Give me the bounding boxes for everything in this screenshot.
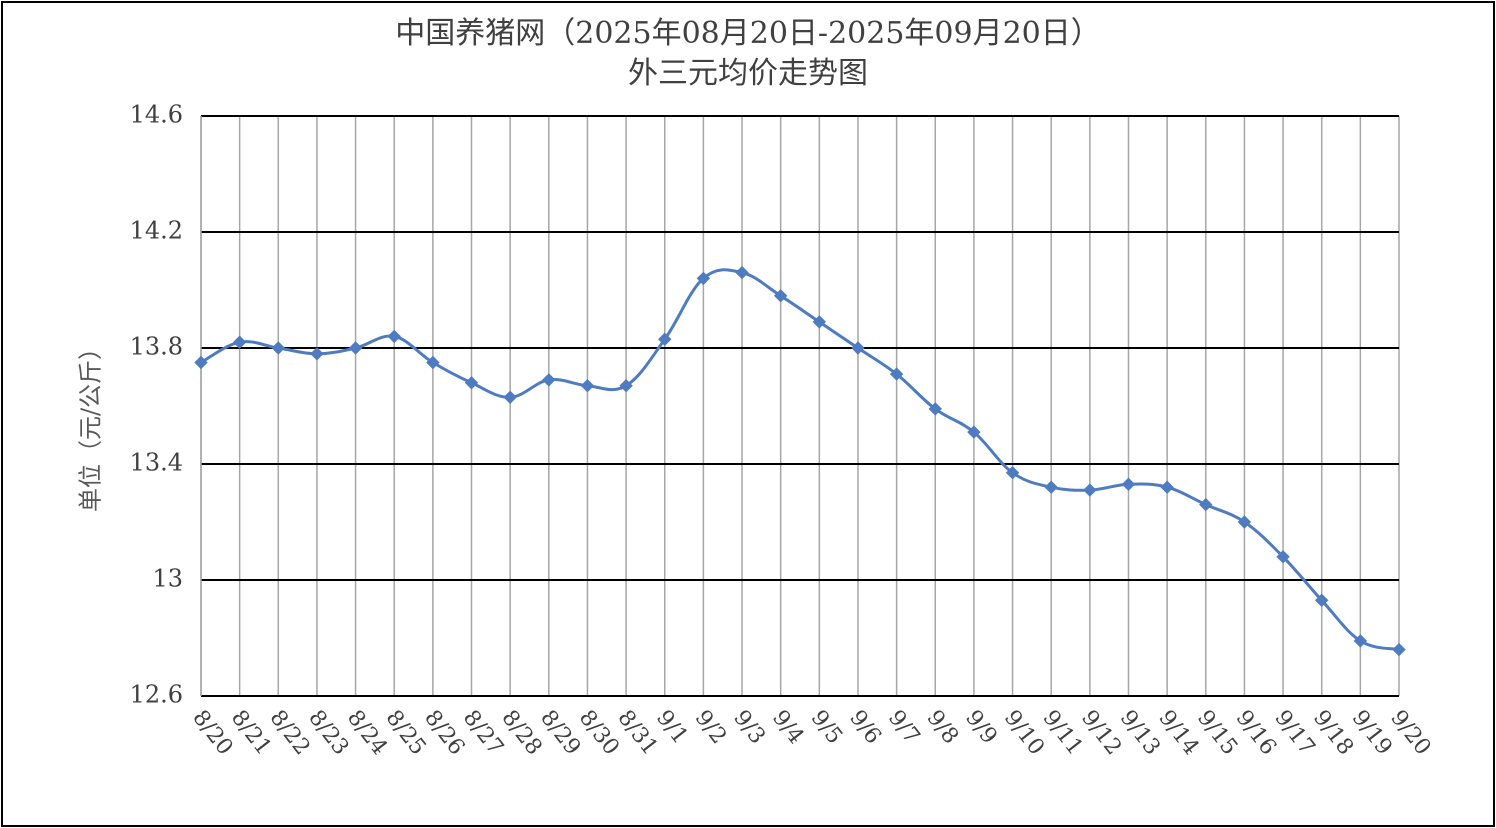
data-point-marker <box>1005 465 1020 480</box>
data-point-marker <box>1121 477 1136 492</box>
y-tick-label: 13.4 <box>130 449 183 477</box>
x-tick-label: 9/8 <box>922 706 963 749</box>
x-tick-label: 8/23 <box>303 706 353 760</box>
x-tick-label: 9/15 <box>1192 706 1242 760</box>
data-point-marker <box>580 378 595 393</box>
x-tick-label: 8/26 <box>419 706 469 760</box>
series-line <box>200 268 1400 652</box>
data-point-marker <box>1044 480 1058 494</box>
data-point-marker <box>1083 483 1097 497</box>
x-tick-label: 9/2 <box>690 706 731 749</box>
data-point-marker <box>194 355 208 370</box>
data-point-marker <box>271 341 285 355</box>
x-tick-label: 8/30 <box>574 706 624 760</box>
y-tick-label: 14.2 <box>130 217 183 245</box>
data-point-marker <box>1315 593 1329 608</box>
x-tick-label: 9/4 <box>767 706 808 749</box>
x-tick-label: 8/31 <box>612 706 662 760</box>
data-point-marker <box>773 289 788 303</box>
x-tick-label: 9/18 <box>1308 706 1358 760</box>
x-axis-ticks: 8/208/218/228/238/248/258/268/278/288/29… <box>187 706 1435 760</box>
data-point-marker <box>1353 634 1368 648</box>
data-point-marker <box>464 376 479 390</box>
data-point-marker <box>1237 515 1252 529</box>
x-tick-label: 9/20 <box>1385 706 1435 760</box>
series <box>194 265 1406 657</box>
data-point-marker <box>967 425 981 439</box>
y-tick-label: 14.6 <box>130 101 183 129</box>
y-axis-ticks: 12.6 13 13.4 13.8 14.2 14.6 <box>130 101 183 709</box>
y-axis-label: 单位（元/公斤） <box>77 336 105 512</box>
data-point-marker <box>310 347 324 361</box>
data-point-marker <box>735 265 749 280</box>
data-point-marker <box>426 355 440 370</box>
data-point-marker <box>889 367 904 381</box>
x-tick-label: 9/17 <box>1269 706 1319 760</box>
chart-subtitle: 外三元均价走势图 <box>628 56 868 91</box>
data-point-marker <box>503 390 517 405</box>
data-point-marker <box>387 329 401 344</box>
x-tick-label: 8/24 <box>342 706 392 760</box>
x-tick-label: 9/5 <box>806 706 847 749</box>
x-tick-label: 9/10 <box>999 706 1049 760</box>
data-point-marker <box>619 378 633 393</box>
chart-title-block: 中国养猪网（2025年08月20日-2025年09月20日） 外三元均价走势图 <box>0 14 1496 94</box>
x-tick-label: 8/29 <box>535 706 585 760</box>
data-point-marker <box>1276 550 1290 564</box>
data-point-marker <box>812 315 827 329</box>
x-tick-label: 9/13 <box>1115 706 1165 760</box>
x-tick-label: 8/21 <box>226 706 276 760</box>
data-point-marker <box>658 332 672 347</box>
data-point-marker <box>1199 497 1213 512</box>
x-tick-label: 9/11 <box>1037 706 1087 760</box>
grid <box>200 115 1400 697</box>
x-tick-label: 8/22 <box>265 706 315 760</box>
data-point-marker <box>232 335 247 349</box>
x-tick-label: 9/7 <box>883 706 924 749</box>
x-tick-label: 9/12 <box>1076 706 1126 760</box>
x-tick-label: 8/25 <box>381 706 431 760</box>
x-tick-label: 8/28 <box>496 706 546 760</box>
data-point-marker <box>851 341 865 355</box>
x-tick-label: 9/19 <box>1347 706 1397 760</box>
x-tick-label: 9/16 <box>1231 706 1281 760</box>
y-tick-label: 12.6 <box>130 681 183 709</box>
chart-title: 中国养猪网（2025年08月20日-2025年09月20日） <box>395 16 1101 51</box>
x-tick-label: 9/6 <box>844 706 885 749</box>
x-tick-label: 9/3 <box>728 706 769 749</box>
x-tick-label: 8/27 <box>458 706 508 760</box>
data-point-marker <box>1160 480 1174 494</box>
data-point-marker <box>348 341 363 355</box>
x-tick-label: 9/14 <box>1153 706 1203 760</box>
x-tick-label: 9/9 <box>960 706 1001 749</box>
y-tick-label: 13.8 <box>130 333 183 361</box>
x-tick-label: 8/20 <box>187 706 237 760</box>
data-point-marker <box>1392 642 1406 657</box>
data-point-marker <box>542 373 556 387</box>
y-tick-label: 13 <box>152 565 183 593</box>
data-point-marker <box>928 402 942 416</box>
data-point-marker <box>696 271 711 286</box>
